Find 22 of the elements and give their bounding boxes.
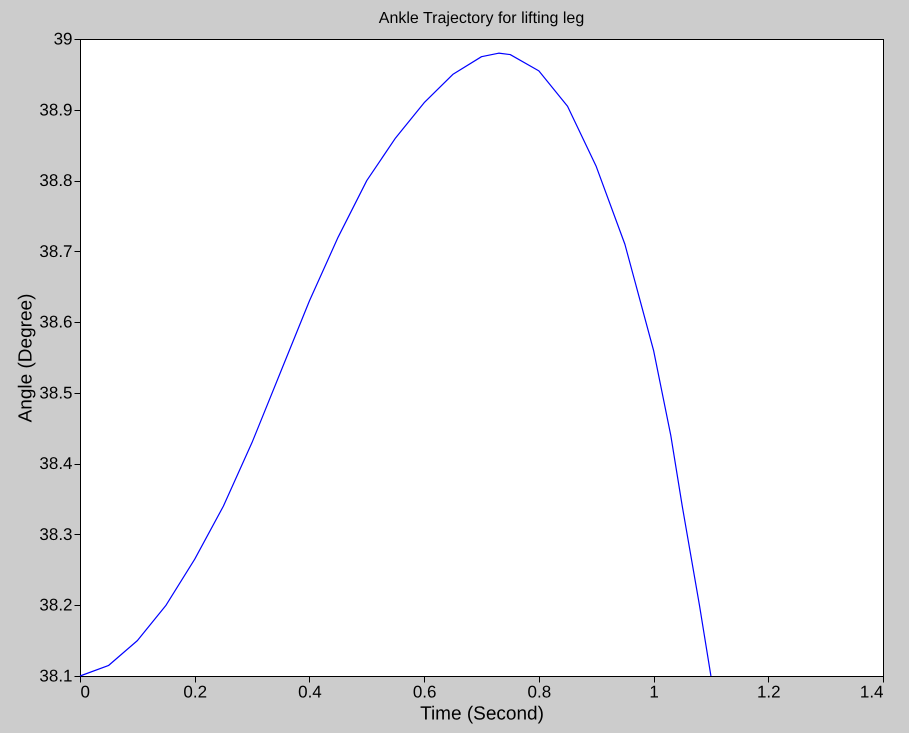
x-tick-label: 0.8 [528, 682, 552, 702]
x-tick-label: 0.4 [298, 682, 322, 702]
x-tick-label: 1.2 [756, 682, 781, 702]
y-tick-label: 38.2 [39, 596, 72, 615]
x-tick-label: 1 [649, 682, 659, 702]
y-tick-label: 38.9 [39, 100, 72, 120]
y-tick-label: 38.1 [39, 666, 72, 686]
y-tick-label: 38.7 [39, 242, 72, 261]
y-tick-label: 39 [54, 30, 72, 48]
x-tick-label: 0.6 [412, 682, 436, 702]
y-tick-label: 38.3 [39, 524, 72, 544]
y-tick-label: 38.5 [39, 383, 72, 402]
y-tick-label: 38.6 [39, 312, 72, 332]
x-tick-label: 1.4 [860, 682, 884, 702]
y-tick-label: 38.4 [39, 454, 72, 474]
x-axis-title: Time (Second) [420, 704, 544, 724]
x-tick-label: 0.2 [183, 682, 208, 702]
line-series [79, 52, 712, 677]
y-axis-title: Angle (Degree) [15, 294, 36, 422]
x-tick-label: 0 [80, 682, 90, 702]
y-tick-label: 38.8 [39, 171, 72, 190]
chart-title: Ankle Trajectory for lifting leg [378, 10, 584, 27]
